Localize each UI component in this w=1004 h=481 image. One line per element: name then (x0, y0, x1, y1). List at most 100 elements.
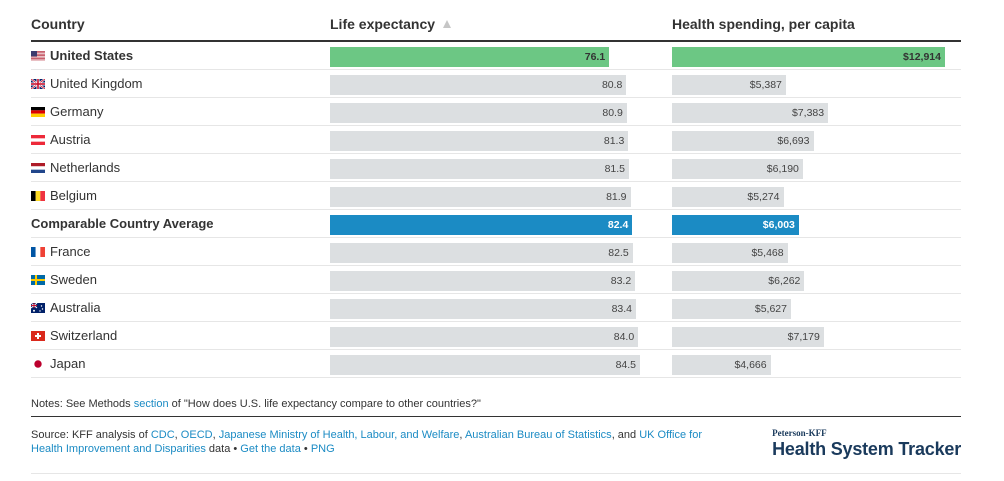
country-name: United States (50, 48, 134, 63)
brand-small: Peterson-KFF (772, 428, 827, 438)
brand-big: Health System Tracker (772, 439, 961, 459)
life-expectancy-bar: 80.9 (330, 103, 627, 123)
source-sep: , (174, 429, 181, 441)
notes-prefix: Notes: See Methods (31, 398, 134, 410)
country-name: Australia (50, 300, 101, 315)
life-expectancy-bar: 82.5 (330, 243, 633, 263)
health-spending-bar: $4,666 (672, 355, 771, 375)
health-spending-bar: $6,693 (672, 131, 814, 151)
table-row[interactable]: Belgium 81.9 $5,274 (31, 182, 961, 210)
table-row[interactable]: United Kingdom 80.8 $5,387 (31, 70, 961, 98)
country-name: Sweden (50, 272, 97, 287)
flag-at-icon (31, 135, 45, 145)
source-link-abs[interactable]: Australian Bureau of Statistics (464, 429, 612, 441)
country-cell: Netherlands (31, 154, 120, 181)
country-cell: United Kingdom (31, 70, 143, 97)
table-row[interactable]: Germany 80.9 $7,383 (31, 98, 961, 126)
flag-nl-icon (31, 163, 45, 173)
health-spending-bar: $6,262 (672, 271, 805, 291)
country-name: Netherlands (50, 160, 121, 175)
bottom-divider (31, 473, 961, 474)
table-row[interactable]: Austria 81.3 $6,693 (31, 126, 961, 154)
life-expectancy-bar: 83.4 (330, 299, 636, 319)
life-expectancy-bar: 84.0 (330, 327, 639, 347)
life-expectancy-bar: 81.3 (330, 131, 629, 151)
country-name: United Kingdom (50, 76, 143, 91)
country-cell: Belgium (31, 182, 97, 209)
country-cell: Germany (31, 98, 103, 125)
table-row[interactable]: United States 76.1 $12,914 (31, 42, 961, 70)
flag-be-icon (31, 191, 45, 201)
table-row[interactable]: Switzerland 84.0 $7,179 (31, 322, 961, 350)
health-spending-bar: $5,387 (672, 75, 786, 95)
source-sep: , (459, 429, 465, 441)
life-expectancy-bar: 76.1 (330, 47, 610, 67)
flag-au-icon (31, 303, 45, 313)
country-cell: United States (31, 42, 133, 69)
table-row[interactable]: Japan 84.5 $4,666 (31, 350, 961, 378)
header-country[interactable]: Country (31, 16, 85, 32)
country-name: Japan (50, 356, 86, 371)
life-expectancy-bar: 81.5 (330, 159, 629, 179)
country-cell: France (31, 238, 90, 265)
source-link-oecd[interactable]: OECD (180, 429, 213, 441)
country-cell: Switzerland (31, 322, 117, 349)
table-header: Country Life expectancy Health spending,… (31, 0, 961, 42)
chart-notes: Notes: See Methods section of "How does … (31, 398, 481, 410)
table-row[interactable]: Comparable Country Average 82.4 $6,003 (31, 210, 961, 238)
header-health-spending[interactable]: Health spending, per capita (672, 16, 855, 32)
health-spending-bar: $6,003 (672, 215, 799, 235)
source-sep: • (300, 443, 311, 455)
health-spending-bar: $12,914 (672, 47, 945, 67)
life-expectancy-bar: 84.5 (330, 355, 640, 375)
header-life-expectancy-label: Life expectancy (330, 16, 436, 32)
get-the-data-link[interactable]: Get the data (240, 443, 301, 455)
source-link-uk[interactable]: UK Office for Health Improvement and Dis… (31, 429, 702, 455)
table-row[interactable]: Sweden 83.2 $6,262 (31, 266, 961, 294)
health-spending-bar: $6,190 (672, 159, 803, 179)
flag-jp-icon (31, 359, 45, 369)
table-row[interactable]: Netherlands 81.5 $6,190 (31, 154, 961, 182)
table-body: United States 76.1 $12,914 United Kingdom 8… (31, 42, 961, 378)
life-expectancy-bar: 83.2 (330, 271, 636, 291)
chart-source: Source: KFF analysis of CDC, OECD, Japan… (31, 428, 721, 456)
brand-logo[interactable]: Peterson-KFF Health System Tracker (772, 428, 961, 460)
notes-section-link[interactable]: section (133, 398, 169, 410)
table-row[interactable]: Australia 83.4 $5,627 (31, 294, 961, 322)
source-prefix: Source: KFF analysis of (31, 429, 151, 441)
source-sep: data • (205, 443, 241, 455)
health-spending-bar: $5,468 (672, 243, 788, 263)
flag-uk-icon (31, 79, 45, 89)
country-name: Switzerland (50, 328, 118, 343)
source-link-cdc[interactable]: CDC (150, 429, 175, 441)
chart-container: Country Life expectancy Health spending,… (31, 0, 961, 474)
health-spending-bar: $5,627 (672, 299, 791, 319)
life-expectancy-bar: 80.8 (330, 75, 627, 95)
header-life-expectancy[interactable]: Life expectancy (330, 16, 452, 32)
flag-de-icon (31, 107, 45, 117)
country-name: Comparable Country Average (31, 216, 214, 231)
sort-ascending-icon[interactable] (443, 20, 452, 28)
country-cell: Japan (31, 350, 85, 377)
source-sep: , and (611, 429, 640, 441)
health-spending-bar: $5,274 (672, 187, 784, 207)
country-cell: Austria (31, 126, 90, 153)
flag-se-icon (31, 275, 45, 285)
flag-us-icon (31, 51, 45, 61)
png-download-link[interactable]: PNG (310, 443, 335, 455)
source-link-japan[interactable]: Japanese Ministry of Health, Labour, and… (218, 429, 460, 441)
country-cell: Sweden (31, 266, 97, 293)
source-sep: , (212, 429, 219, 441)
table-row[interactable]: France 82.5 $5,468 (31, 238, 961, 266)
country-name: France (50, 244, 91, 259)
life-expectancy-bar: 81.9 (330, 187, 631, 207)
health-spending-bar: $7,383 (672, 103, 829, 123)
health-spending-bar: $7,179 (672, 327, 824, 347)
flag-ch-icon (31, 331, 45, 341)
country-name: Austria (50, 132, 91, 147)
country-name: Germany (50, 104, 104, 119)
life-expectancy-bar: 82.4 (330, 215, 633, 235)
notes-suffix: of "How does U.S. life expectancy compar… (168, 398, 481, 410)
country-cell: Comparable Country Average (31, 210, 214, 237)
footer-divider (31, 416, 961, 417)
